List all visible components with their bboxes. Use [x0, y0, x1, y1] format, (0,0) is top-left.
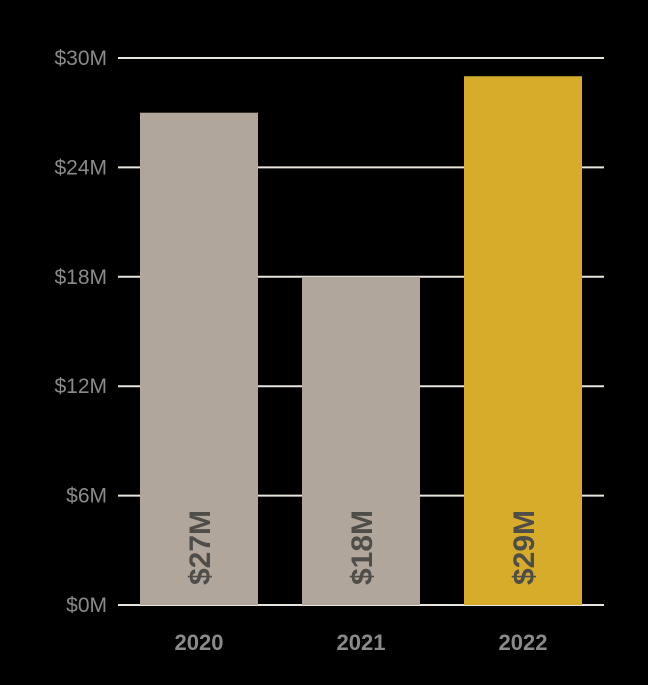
x-tick-label: 2020 — [175, 630, 224, 655]
bar-2022 — [464, 76, 582, 605]
x-tick-label: 2022 — [499, 630, 548, 655]
x-axis-ticks: 2020 2021 2022 — [175, 630, 548, 655]
y-tick-label: $0M — [66, 594, 107, 617]
y-tick-label: $6M — [66, 485, 107, 508]
data-label: $29M — [508, 510, 541, 585]
y-tick-label: $30M — [54, 47, 107, 70]
y-tick-label: $24M — [54, 156, 107, 179]
y-tick-label: $18M — [54, 266, 107, 289]
bar-2020 — [140, 112, 258, 605]
data-labels: $27M $18M $29M — [184, 510, 541, 585]
bar-2021 — [302, 276, 420, 605]
data-label: $27M — [184, 510, 217, 585]
bars — [140, 76, 582, 605]
data-label: $18M — [346, 510, 379, 585]
y-tick-label: $12M — [54, 375, 107, 398]
x-tick-label: 2021 — [337, 630, 386, 655]
y-axis-ticks: $0M $6M $12M $18M $24M $30M — [54, 47, 107, 617]
